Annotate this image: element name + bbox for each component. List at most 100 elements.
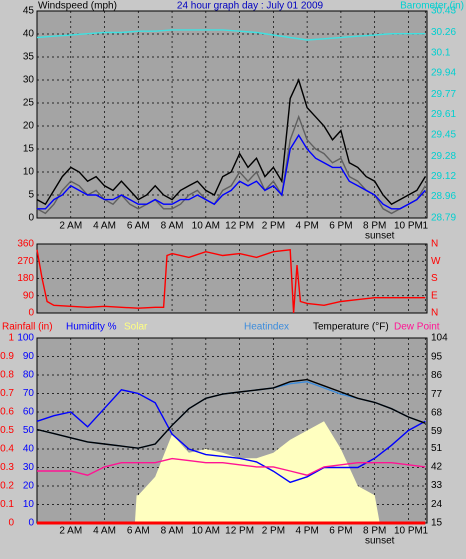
y2-tick-label: 68 [431, 407, 443, 418]
series-line [36, 249, 426, 314]
windspeed-label: Windspeed (mph) [38, 1, 117, 12]
chart-title: 24 hour graph day : July 01 2009 [177, 1, 324, 12]
legend-entry: Dew Point [394, 322, 440, 333]
x-tick-label: 6 AM [127, 221, 150, 232]
y2-tick-label: 28.96 [431, 191, 456, 202]
plot-area [36, 10, 428, 219]
y-tick-label: 40 [23, 444, 35, 455]
legend-entry: Rainfall (in) [2, 322, 53, 333]
barometer-label: Barometer (in) [400, 1, 464, 12]
rain-tick-label: 1 [8, 333, 14, 344]
y-tick-label: 90 [23, 290, 35, 301]
y2-tick-label: 29.77 [431, 89, 456, 100]
y-tick-label: 0 [28, 308, 34, 319]
y2-tick-label: N [431, 239, 438, 250]
y2-tick-label: 59 [431, 426, 443, 437]
y-tick-label: 10 [23, 167, 35, 178]
y2-tick-label: 86 [431, 370, 443, 381]
x-tick-label: 2 AM [59, 221, 82, 232]
y-tick-label: 70 [23, 388, 35, 399]
y-tick-label: 0 [28, 213, 34, 224]
y2-tick-label: 24 [431, 499, 443, 510]
rain-tick-label: 0.2 [0, 481, 14, 492]
x-tick-label: 6 AM [127, 526, 150, 537]
x-tick-label: 10 AM [192, 526, 220, 537]
x-tick-label: 2 AM [59, 526, 82, 537]
rain-tick-label: 0.8 [0, 370, 14, 381]
rain-tick-label: 0.1 [0, 499, 14, 510]
legend-entry: Humidity % [66, 322, 117, 333]
y2-tick-label: 104 [431, 333, 448, 344]
x-tick-label: 4 PM [295, 526, 318, 537]
series-line [36, 114, 426, 215]
series-line [37, 457, 426, 476]
y2-tick-label: 51 [431, 443, 443, 454]
x-tick-label: 4 AM [93, 221, 116, 232]
x-tick-label: 4 AM [93, 526, 116, 537]
annotation: sunset [365, 536, 395, 547]
y-tick-label: 0 [28, 518, 34, 529]
rain-tick-label: 0.4 [0, 444, 14, 455]
y-tick-label: 30 [23, 462, 35, 473]
x-tick-label: 10 AM [192, 221, 220, 232]
x-tick-label: 8 AM [161, 526, 184, 537]
y2-tick-label: S [431, 273, 438, 284]
y2-tick-label: 33 [431, 480, 443, 491]
legend-entry: Heatindex [244, 322, 289, 333]
y-tick-label: 30 [23, 75, 35, 86]
y-tick-label: 180 [17, 273, 34, 284]
y2-tick-label: 95 [431, 351, 443, 362]
x-tick-label: 1 [423, 221, 429, 232]
x-tick-label: 12 PM [225, 221, 254, 232]
y2-tick-label: E [431, 290, 438, 301]
series-line [36, 29, 426, 41]
series-line [36, 378, 426, 449]
x-tick-label: 2 PM [262, 526, 285, 537]
legend-entry: Temperature (°F) [313, 322, 389, 333]
rain-tick-label: 0 [8, 518, 14, 529]
x-tick-label: 6 PM [329, 221, 352, 232]
y-tick-label: 5 [28, 190, 34, 201]
x-tick-label: 8 PM [363, 221, 386, 232]
rain-tick-label: 0.7 [0, 388, 14, 399]
y2-tick-label: 29.12 [431, 171, 456, 182]
rain-tick-label: 0.9 [0, 351, 14, 362]
y-tick-label: 50 [23, 425, 35, 436]
y-tick-label: 20 [23, 121, 35, 132]
y-tick-label: 45 [23, 6, 35, 17]
y-tick-label: 20 [23, 481, 35, 492]
x-tick-label: 8 PM [363, 526, 386, 537]
y2-tick-label: 77 [431, 389, 443, 400]
y-tick-label: 10 [23, 499, 35, 510]
y2-tick-label: W [431, 256, 441, 267]
series-line [36, 78, 426, 206]
x-tick-label: 10 PM [394, 526, 423, 537]
series-line [37, 133, 426, 210]
y2-tick-label: 15 [431, 518, 443, 529]
x-tick-label: 4 PM [295, 221, 318, 232]
x-tick-label: 12 PM [225, 526, 254, 537]
y2-tick-label: 42 [431, 462, 443, 473]
x-tick-label: 6 PM [329, 526, 352, 537]
y-tick-label: 35 [23, 52, 35, 63]
series-area [37, 421, 426, 523]
x-tick-label: 8 AM [161, 221, 184, 232]
y-tick-label: 270 [17, 256, 34, 267]
y2-tick-label: 30.1 [431, 47, 451, 58]
y-tick-label: 40 [23, 29, 35, 40]
y2-tick-label: N [431, 308, 438, 319]
rain-tick-label: 0.5 [0, 425, 14, 436]
legend-entry: Solar [124, 322, 148, 333]
y-tick-label: 15 [23, 144, 35, 155]
x-tick-label: 10 PM [394, 221, 423, 232]
y-tick-label: 360 [17, 239, 34, 250]
x-tick-label: 2 PM [262, 221, 285, 232]
y2-tick-label: 30.43 [431, 6, 456, 17]
series-line [36, 389, 426, 484]
y2-tick-label: 28.79 [431, 213, 456, 224]
y2-tick-label: 29.94 [431, 67, 456, 78]
y2-tick-label: 29.28 [431, 151, 456, 162]
y2-tick-label: 29.61 [431, 109, 456, 120]
y2-tick-label: 30.26 [431, 27, 456, 38]
